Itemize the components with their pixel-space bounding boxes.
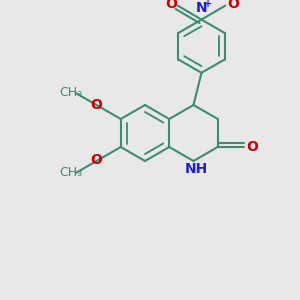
Text: CH₃: CH₃ <box>59 167 83 179</box>
Text: O: O <box>165 0 177 11</box>
Text: O: O <box>227 0 239 11</box>
Text: NH: NH <box>185 162 208 176</box>
Text: +: + <box>204 0 213 9</box>
Text: O: O <box>90 98 102 112</box>
Text: N: N <box>196 1 207 15</box>
Text: O: O <box>90 153 102 166</box>
Text: -: - <box>239 0 244 4</box>
Text: O: O <box>246 140 258 154</box>
Text: CH₃: CH₃ <box>59 85 83 99</box>
